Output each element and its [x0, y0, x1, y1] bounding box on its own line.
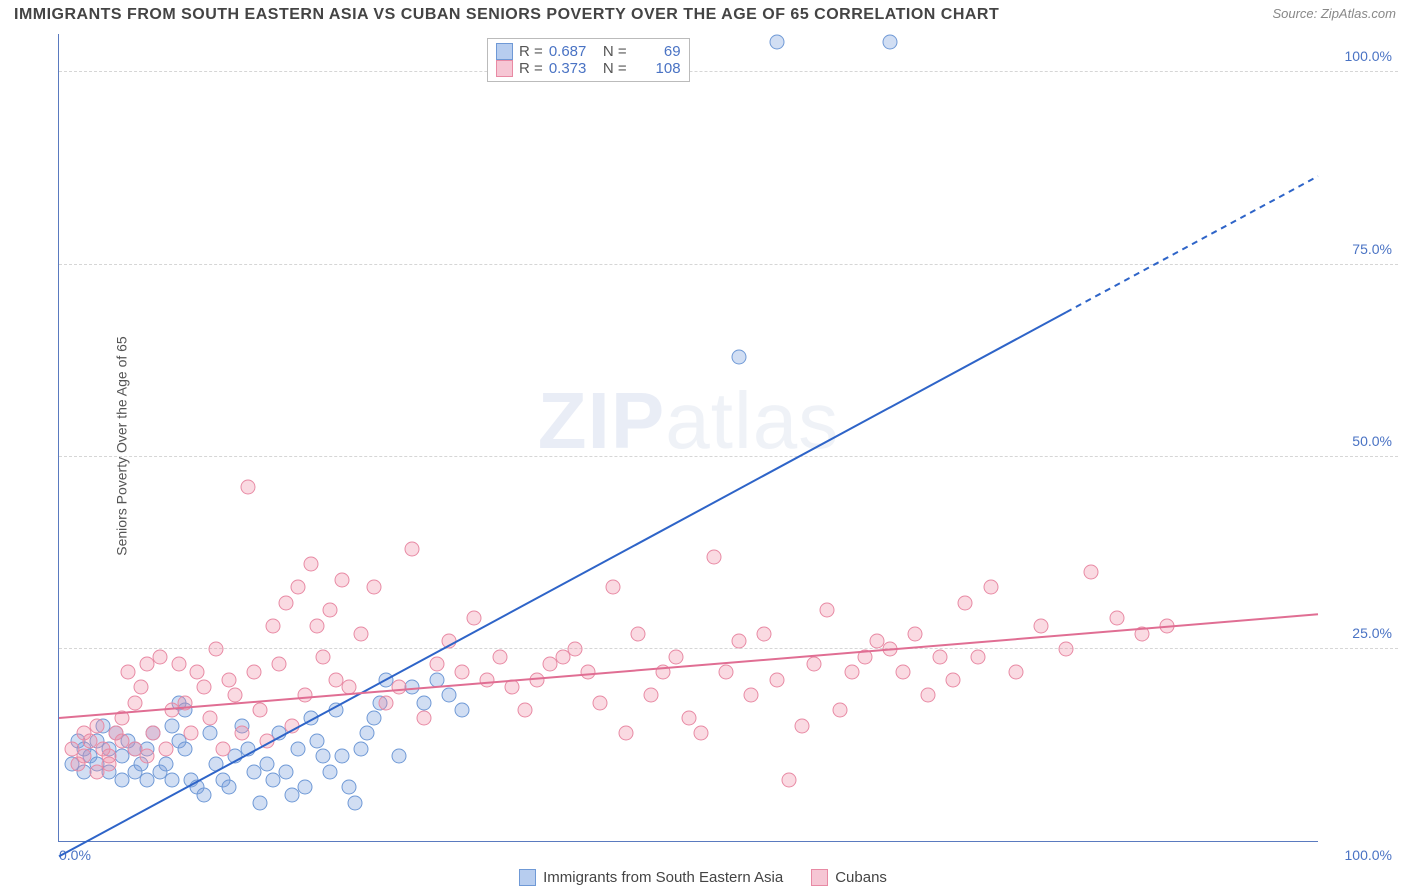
stats-row: R = 0.373 N = 108 [496, 60, 681, 77]
x-tick-label: 100.0% [1345, 847, 1392, 863]
legend-item: Cubans [811, 869, 887, 886]
trend-line [59, 614, 1318, 718]
legend-swatch [519, 869, 536, 886]
stat-value-r: 0.687 [549, 43, 597, 60]
legend-swatch [496, 60, 513, 77]
stat-value-r: 0.373 [549, 60, 597, 77]
y-tick-label: 50.0% [1326, 433, 1392, 449]
legend-label: Immigrants from South Eastern Asia [543, 869, 783, 886]
y-tick-label: 100.0% [1326, 48, 1392, 64]
chart-area: Seniors Poverty Over the Age of 65 ZIPat… [42, 34, 1398, 858]
bottom-legend: Immigrants from South Eastern Asia Cubans [0, 869, 1406, 886]
stat-value-n: 69 [633, 43, 681, 60]
stat-value-n: 108 [633, 60, 681, 77]
trend-overlay [59, 34, 1318, 841]
legend-label: Cubans [835, 869, 887, 886]
trend-line [59, 312, 1066, 856]
plot-region: ZIPatlas 25.0%50.0%75.0%100.0%0.0%100.0%… [58, 34, 1318, 842]
source-attribution: Source: ZipAtlas.com [1272, 6, 1396, 21]
stat-label-r: R = [519, 43, 543, 60]
stat-label-n: N = [603, 60, 627, 77]
chart-title: IMMIGRANTS FROM SOUTH EASTERN ASIA VS CU… [14, 6, 999, 24]
stat-label-r: R = [519, 60, 543, 77]
y-tick-label: 25.0% [1326, 625, 1392, 641]
legend-item: Immigrants from South Eastern Asia [519, 869, 783, 886]
x-tick-label: 0.0% [59, 847, 91, 863]
stats-row: R = 0.687 N = 69 [496, 43, 681, 60]
legend-swatch [811, 869, 828, 886]
legend-swatch [496, 43, 513, 60]
y-tick-label: 75.0% [1326, 241, 1392, 257]
correlation-stats-box: R = 0.687 N = 69 R = 0.373 N = 108 [487, 38, 690, 82]
stat-label-n: N = [603, 43, 627, 60]
trend-line-dashed [1066, 176, 1318, 312]
